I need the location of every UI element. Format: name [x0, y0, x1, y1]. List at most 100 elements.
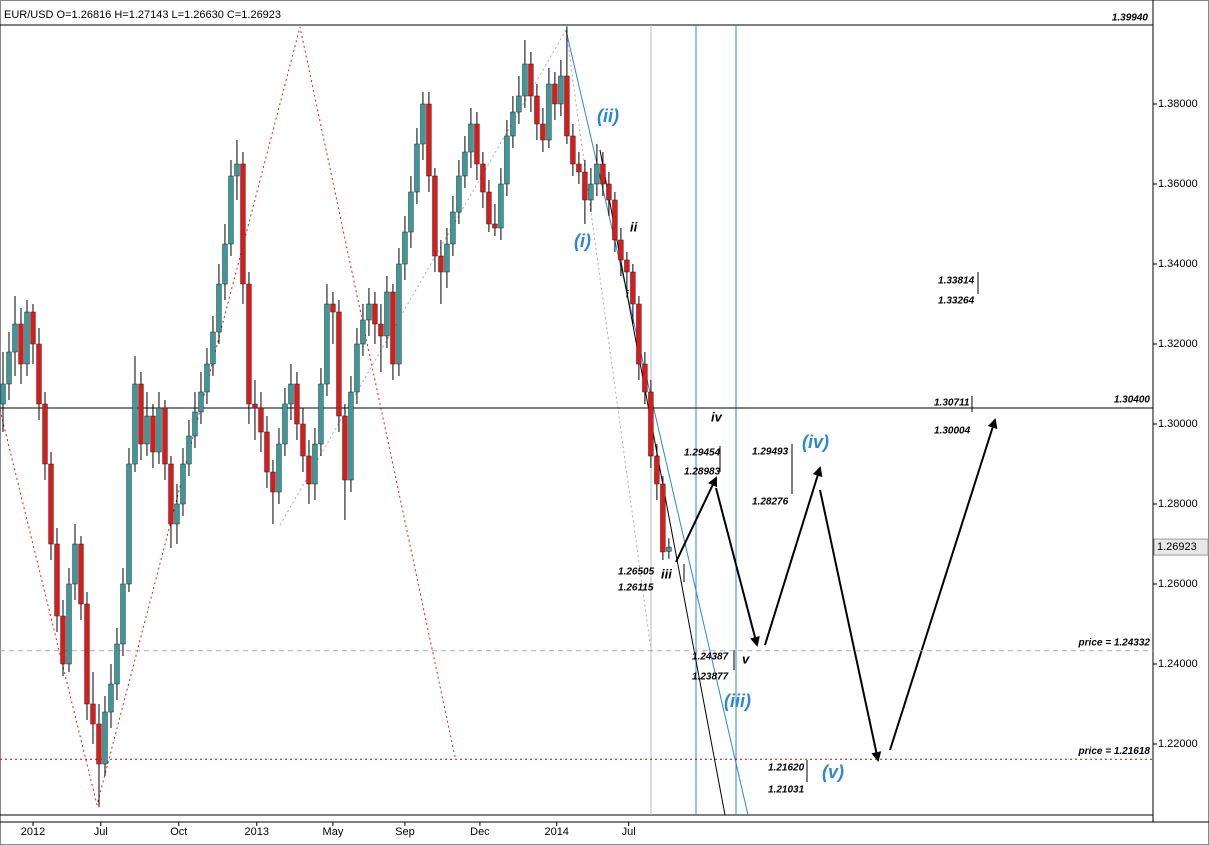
candle-body — [498, 183, 504, 229]
candle-body — [624, 259, 630, 273]
candle-body — [156, 407, 162, 453]
candle-body — [132, 383, 138, 465]
candle-body — [492, 223, 498, 229]
candle-body — [204, 363, 210, 393]
candle-body — [654, 455, 660, 485]
candle-body — [24, 311, 30, 365]
annotation: 1.33264 — [938, 296, 975, 307]
candle-body — [42, 403, 48, 465]
wave-label: v — [742, 651, 750, 666]
x-tick-label: Sep — [395, 826, 415, 838]
x-tick-label: 2014 — [544, 826, 568, 838]
candle-body — [276, 443, 282, 493]
arrow — [819, 489, 882, 762]
candle-body — [294, 383, 300, 425]
last-price-label: 1.26923 — [1157, 541, 1197, 553]
candle-body — [438, 255, 444, 273]
level-label: price = 1.21618 — [1078, 746, 1151, 757]
candle-body — [486, 191, 492, 225]
candle-body — [468, 123, 474, 153]
annotation: 1.26115 — [618, 583, 654, 594]
candle-body — [558, 75, 564, 105]
candle-body — [108, 683, 114, 713]
wave-label: iii — [661, 566, 672, 581]
candle-body — [510, 111, 516, 137]
candle-body — [102, 711, 108, 765]
candle-body — [270, 471, 276, 493]
annotation: 1.28276 — [752, 497, 789, 508]
candle-body — [426, 103, 432, 177]
annotation: 1.33814 — [938, 276, 975, 287]
candle-body — [120, 583, 126, 645]
candle-body — [138, 383, 144, 445]
candle-body — [450, 211, 456, 245]
wave-label: (iv) — [802, 432, 829, 452]
candle-body — [330, 303, 336, 313]
level-label: 1.30400 — [1114, 395, 1151, 406]
wave-label: (iii) — [724, 691, 751, 711]
y-tick-label: 1.28000 — [1158, 498, 1198, 510]
y-tick-label: 1.32000 — [1158, 338, 1198, 350]
candle-body — [522, 63, 528, 97]
annotation: 1.21620 — [768, 763, 805, 774]
candle-body — [432, 175, 438, 257]
candle-body — [150, 415, 156, 453]
candle-body — [186, 435, 192, 465]
candle-body — [462, 151, 468, 177]
x-tick-label: 2012 — [21, 826, 45, 838]
candle-body — [336, 311, 342, 417]
y-tick-label: 1.36000 — [1158, 178, 1198, 190]
candle-body — [474, 123, 480, 165]
candle-body — [180, 463, 186, 505]
wave-label: i — [626, 290, 629, 301]
candle-body — [378, 323, 384, 337]
candle-body — [504, 135, 510, 185]
candle-body — [648, 391, 654, 457]
y-tick-label: 1.26000 — [1158, 578, 1198, 590]
candle-body — [246, 283, 252, 405]
candle-body — [642, 363, 648, 393]
candle-body — [78, 543, 84, 605]
annotation: 1.23877 — [692, 672, 729, 683]
x-tick-label: May — [323, 826, 344, 838]
candle-body — [414, 143, 420, 193]
candle-body — [258, 407, 264, 433]
x-tick-label: Jul — [94, 826, 108, 838]
candle-body — [606, 183, 612, 201]
candle-body — [144, 415, 150, 445]
annotation: 1.26505 — [618, 567, 655, 578]
candle-body — [84, 603, 90, 705]
candle-body — [222, 243, 228, 285]
candle-body — [612, 199, 618, 241]
candle-body — [174, 503, 180, 525]
candle-body — [198, 391, 204, 413]
y-tick-label: 1.38000 — [1158, 98, 1198, 110]
candle-body — [516, 95, 522, 113]
wave-label: (v) — [822, 762, 844, 782]
candle-body — [354, 343, 360, 393]
last-price-box — [1153, 538, 1209, 556]
candle-body — [162, 407, 168, 465]
candle-body — [72, 543, 78, 585]
candle-body — [216, 283, 222, 333]
arrow — [764, 466, 823, 646]
candle-body — [660, 483, 666, 553]
candle-body — [126, 463, 132, 585]
candle-body — [306, 455, 312, 485]
candle-body — [534, 95, 540, 125]
trend-line — [565, 29, 652, 651]
trend-line — [279, 29, 567, 526]
candle-body — [576, 163, 582, 173]
candle-body — [552, 83, 558, 105]
candle-body — [480, 163, 486, 193]
candle-body — [30, 311, 36, 345]
candle-body — [588, 183, 594, 201]
candle-body — [600, 163, 606, 185]
candle-body — [60, 615, 66, 665]
annotation: 1.30711 — [934, 398, 970, 409]
candle-body — [168, 463, 174, 525]
fib-ticks — [683, 272, 979, 782]
candle-body — [234, 163, 240, 177]
